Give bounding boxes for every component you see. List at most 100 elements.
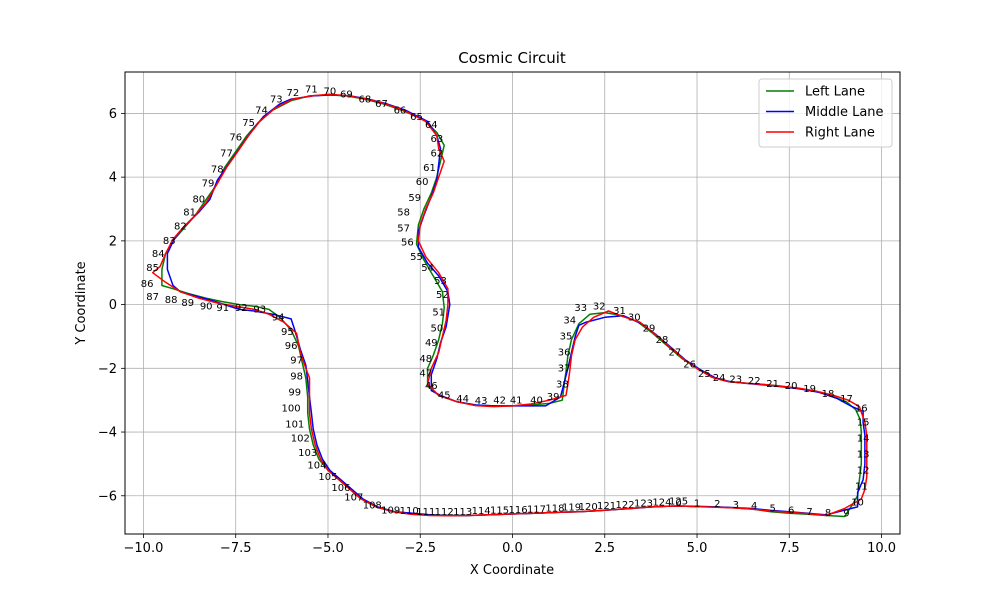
point-label: 49 xyxy=(425,338,438,349)
series-line-2 xyxy=(151,93,868,517)
y-tick-label: −2 xyxy=(98,362,117,377)
point-label: 124 xyxy=(652,497,671,508)
point-label: 110 xyxy=(400,506,419,517)
point-label: 26 xyxy=(683,360,696,371)
point-label: 34 xyxy=(563,316,576,327)
legend-entry: Middle Lane xyxy=(805,105,884,120)
point-label: 42 xyxy=(493,395,506,406)
point-label: 52 xyxy=(436,290,449,301)
point-label: 85 xyxy=(146,263,159,274)
point-label: 28 xyxy=(656,335,669,346)
point-label: 93 xyxy=(253,305,266,316)
point-label: 14 xyxy=(857,434,870,445)
series-line-0 xyxy=(161,94,863,518)
point-label: 41 xyxy=(510,395,523,406)
point-label: 45 xyxy=(438,391,451,402)
point-label: 94 xyxy=(272,313,285,324)
point-label: 108 xyxy=(363,501,382,512)
point-label: 105 xyxy=(318,472,337,483)
y-axis-label: Y Coordinate xyxy=(74,261,89,345)
point-label: 82 xyxy=(174,222,187,233)
point-label: 0 xyxy=(675,498,681,509)
point-label: 35 xyxy=(560,332,573,343)
point-label: 65 xyxy=(410,112,423,123)
point-labels: 0 1 2 3 4 5 6 7 8 9101112131415161718192021222324… xyxy=(141,85,870,520)
point-label: 25 xyxy=(698,369,711,380)
y-tick-label: 0 xyxy=(109,298,117,313)
point-label: 92 xyxy=(235,303,248,314)
point-label: 36 xyxy=(558,348,571,359)
point-label: 71 xyxy=(305,85,318,96)
point-label: 6 xyxy=(788,505,794,516)
y-tick-label: 4 xyxy=(109,171,117,186)
point-label: 113 xyxy=(453,507,472,518)
point-label: 11 xyxy=(855,481,868,492)
point-label: 114 xyxy=(472,506,491,517)
x-tick-label: 0.0 xyxy=(502,541,523,556)
point-label: 2 xyxy=(714,499,720,510)
point-label: 57 xyxy=(397,223,410,234)
point-label: 29 xyxy=(643,324,656,335)
point-label: 38 xyxy=(556,379,569,390)
point-label: 89 xyxy=(181,298,194,309)
x-tick-label: −2.5 xyxy=(404,541,436,556)
point-label: 51 xyxy=(432,308,445,319)
point-label: 107 xyxy=(344,493,363,504)
y-tick-label: −6 xyxy=(98,489,117,504)
point-label: 72 xyxy=(287,88,300,99)
point-label: 78 xyxy=(211,164,224,175)
point-label: 118 xyxy=(545,504,564,515)
point-label: 15 xyxy=(857,418,870,429)
point-label: 13 xyxy=(857,450,870,461)
point-label: 120 xyxy=(579,502,598,513)
point-label: 109 xyxy=(381,505,400,516)
x-axis-label: X Coordinate xyxy=(470,563,554,578)
point-label: 48 xyxy=(419,354,432,365)
point-label: 31 xyxy=(613,306,626,317)
point-label: 76 xyxy=(229,133,242,144)
point-label: 64 xyxy=(425,120,438,131)
point-label: 77 xyxy=(220,148,233,159)
point-label: 20 xyxy=(785,381,798,392)
point-label: 112 xyxy=(435,507,454,518)
point-label: 27 xyxy=(669,348,682,359)
point-label: 97 xyxy=(290,356,303,367)
point-label: 8 xyxy=(825,508,831,519)
point-label: 123 xyxy=(634,499,653,510)
point-label: 50 xyxy=(430,324,443,335)
point-label: 18 xyxy=(822,389,835,400)
point-label: 39 xyxy=(547,392,560,403)
point-label: 99 xyxy=(288,387,301,398)
point-label: 98 xyxy=(290,371,303,382)
point-label: 22 xyxy=(748,376,761,387)
point-label: 56 xyxy=(401,238,414,249)
x-tick-label: 2.5 xyxy=(594,541,615,556)
point-label: 62 xyxy=(430,148,443,159)
point-label: 44 xyxy=(456,394,469,405)
point-label: 68 xyxy=(359,94,372,105)
point-label: 111 xyxy=(416,507,435,518)
point-label: 74 xyxy=(255,105,268,116)
point-label: 16 xyxy=(855,403,868,414)
chart-title: Cosmic Circuit xyxy=(458,49,566,67)
point-label: 12 xyxy=(857,465,870,476)
point-label: 86 xyxy=(141,279,154,290)
point-label: 116 xyxy=(508,505,527,516)
legend-entry: Right Lane xyxy=(805,126,875,141)
point-label: 119 xyxy=(562,503,581,514)
point-label: 37 xyxy=(558,364,571,375)
point-label: 47 xyxy=(419,368,432,379)
x-tick-label: −10.0 xyxy=(124,541,164,556)
x-tick-label: −7.5 xyxy=(220,541,252,556)
point-label: 87 xyxy=(146,292,159,303)
point-label: 4 xyxy=(751,501,757,512)
x-tick-label: −5.0 xyxy=(312,541,344,556)
point-label: 7 xyxy=(806,507,812,518)
point-label: 96 xyxy=(285,341,298,352)
point-label: 54 xyxy=(421,263,434,274)
point-label: 33 xyxy=(574,303,587,314)
x-axis-ticks: −10.0 −7.5 −5.0 −2.5 0.0 2.5 5.0 7.5 10.0 xyxy=(124,534,896,556)
point-label: 117 xyxy=(527,504,546,515)
point-label: 102 xyxy=(291,434,310,445)
series-line-1 xyxy=(166,94,866,517)
